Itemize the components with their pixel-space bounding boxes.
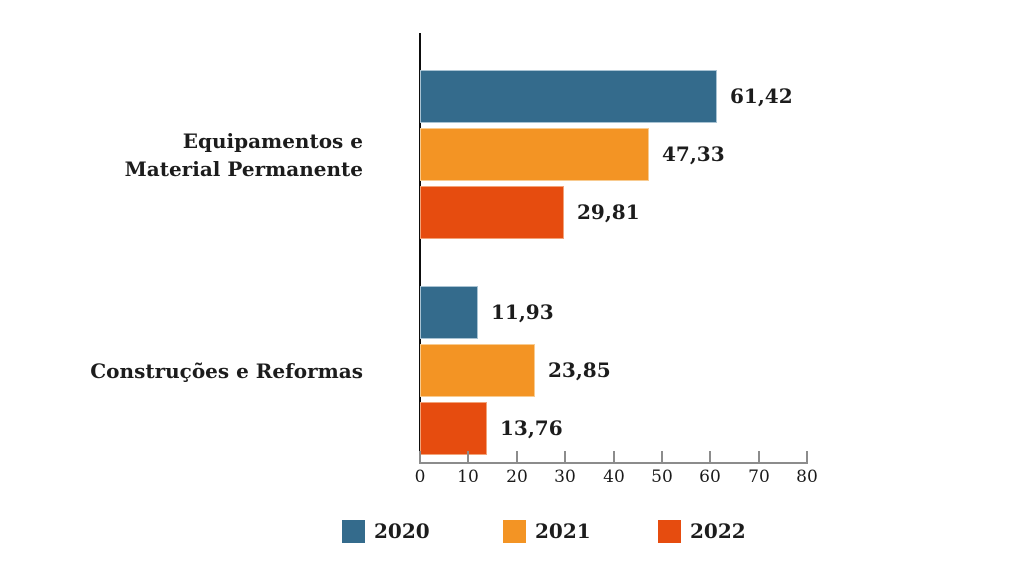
legend-item-2021: 2021 [503, 520, 591, 543]
x-axis-tick-label: 0 [414, 467, 426, 487]
legend-swatch [503, 520, 526, 543]
legend-item-2022: 2022 [658, 520, 746, 543]
x-axis-tick-label: 60 [699, 467, 721, 487]
value-label: 47,33 [662, 142, 725, 166]
legend-label: 2021 [535, 519, 591, 543]
bar-2021 [420, 344, 535, 397]
x-axis-line [419, 462, 808, 464]
x-axis-tick [661, 451, 663, 463]
legend-label: 2020 [374, 519, 430, 543]
legend-label: 2022 [690, 519, 746, 543]
x-axis-tick-label: 50 [651, 467, 673, 487]
bar-2021 [420, 128, 649, 181]
y-axis-line [419, 33, 421, 463]
bar-2022 [420, 402, 487, 455]
x-axis-tick [467, 451, 469, 463]
x-axis-tick [516, 451, 518, 463]
bar-2022 [420, 186, 564, 239]
bar-2020 [420, 70, 717, 123]
category-label: Equipamentos e Material Permanente [124, 129, 363, 181]
x-axis-tick-label: 30 [554, 467, 576, 487]
x-axis-tick [806, 451, 808, 463]
x-axis-tick-label: 40 [603, 467, 625, 487]
x-axis-tick-label: 10 [457, 467, 479, 487]
x-axis-tick-label: 20 [506, 467, 528, 487]
legend-swatch [658, 520, 681, 543]
x-axis-tick [564, 451, 566, 463]
x-axis-tick [709, 451, 711, 463]
x-axis-tick [758, 451, 760, 463]
legend-swatch [342, 520, 365, 543]
value-label: 29,81 [577, 200, 640, 224]
legend-item-2020: 2020 [342, 520, 430, 543]
x-axis-tick-label: 80 [796, 467, 818, 487]
x-axis-tick-label: 70 [748, 467, 770, 487]
x-axis-tick [419, 451, 421, 463]
bar-2020 [420, 286, 478, 339]
value-label: 11,93 [491, 300, 554, 324]
category-label: Construções e Reformas [90, 359, 363, 383]
value-label: 23,85 [548, 358, 611, 382]
value-label: 13,76 [500, 416, 563, 440]
value-label: 61,42 [730, 84, 793, 108]
x-axis-tick [613, 451, 615, 463]
